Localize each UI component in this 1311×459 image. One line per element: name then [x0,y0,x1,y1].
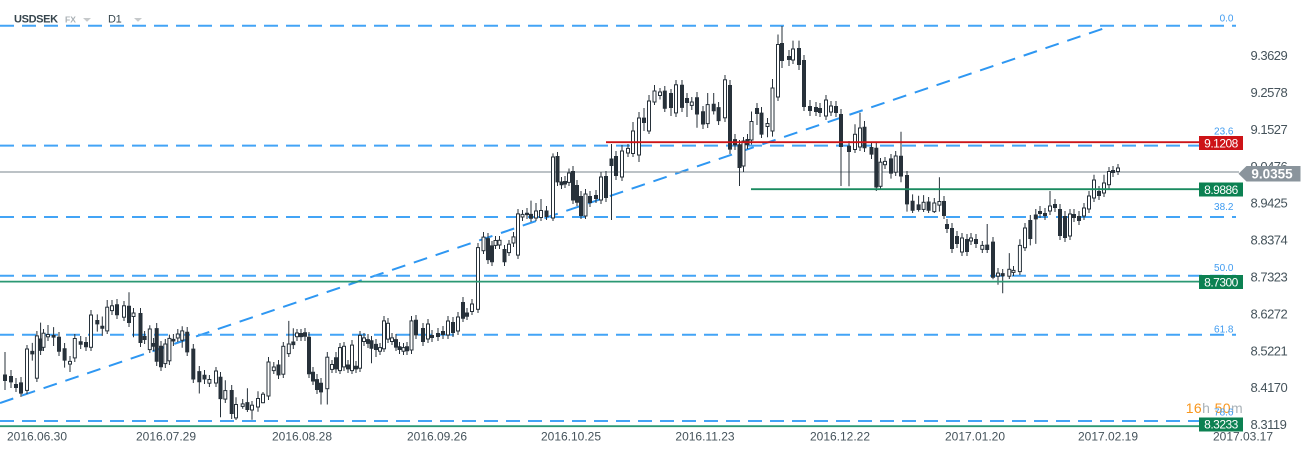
svg-text:8.9886: 8.9886 [1204,183,1239,197]
svg-text:FX: FX [65,14,76,24]
svg-text:USDSEK: USDSEK [14,14,58,26]
svg-text:38.2: 38.2 [1214,202,1234,213]
svg-text:2016.10.25: 2016.10.25 [541,430,601,444]
svg-text:8.4170: 8.4170 [1251,380,1288,395]
svg-text:2016.07.29: 2016.07.29 [136,430,196,444]
svg-text:8.9425: 8.9425 [1251,196,1288,211]
svg-text:9.1527: 9.1527 [1251,122,1288,137]
svg-text:2016.09.26: 2016.09.26 [407,430,467,444]
svg-text:8.8374: 8.8374 [1251,233,1288,248]
svg-text:D1: D1 [108,13,122,25]
svg-text:2016.11.23: 2016.11.23 [675,430,734,444]
svg-text:2016.08.28: 2016.08.28 [272,430,332,444]
svg-text:8.3119: 8.3119 [1251,417,1287,432]
svg-text:2016.06.30: 2016.06.30 [7,430,67,444]
svg-text:9.1208: 9.1208 [1204,136,1239,150]
svg-text:50.0: 50.0 [1214,263,1234,274]
svg-text:8.3233: 8.3233 [1204,417,1239,431]
svg-text:8.5221: 8.5221 [1251,343,1288,358]
svg-text:2017.01.20: 2017.01.20 [945,430,1005,444]
svg-text:61.8: 61.8 [1214,325,1234,336]
svg-text:23.6: 23.6 [1214,127,1234,138]
svg-text:8.7300: 8.7300 [1204,275,1239,289]
svg-text:2017.03.17: 2017.03.17 [1213,430,1273,444]
svg-text:9.3629: 9.3629 [1251,48,1288,63]
svg-text:2017.02.19: 2017.02.19 [1078,430,1138,444]
svg-text:8.6272: 8.6272 [1251,306,1288,321]
svg-text:8.7323: 8.7323 [1251,270,1288,285]
svg-text:9.0355: 9.0355 [1251,167,1293,182]
svg-text:9.2578: 9.2578 [1251,85,1288,100]
svg-text:78.6: 78.6 [1214,408,1234,419]
svg-text:16h 50m: 16h 50m [1186,400,1243,416]
svg-text:0.0: 0.0 [1220,14,1234,25]
svg-text:2016.12.22: 2016.12.22 [810,430,870,444]
